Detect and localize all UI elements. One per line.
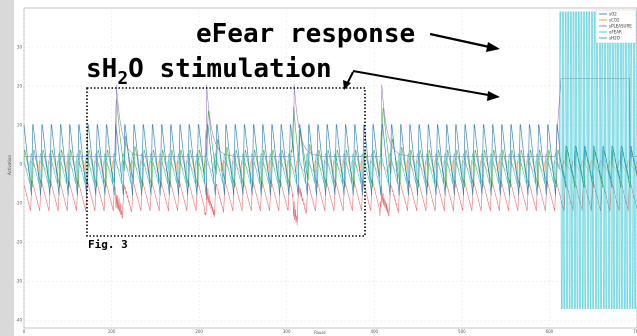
y-tick-label: 10 bbox=[17, 123, 23, 128]
y-tick-label: 0 bbox=[19, 162, 22, 167]
legend-label-efear: eFEAR bbox=[609, 30, 622, 35]
series-layer bbox=[23, 11, 637, 309]
legend-label-sco2: sCO2 bbox=[609, 18, 620, 23]
legend: sO2 sCO2 sPLEASURE eFEAR sH2O bbox=[595, 9, 637, 44]
y-tick-label: -40 bbox=[15, 318, 22, 323]
x-axis-label: Pause bbox=[314, 330, 326, 335]
series-line-efear bbox=[23, 11, 637, 309]
x-tick-label: 200 bbox=[195, 329, 203, 334]
fear-arrow-1 bbox=[429, 32, 500, 52]
legend-label-sh2o: sH2O bbox=[609, 36, 620, 41]
legend-label-spleasure: sPLEASURE bbox=[609, 24, 632, 29]
tick-labels: 3020100-10-20-30-40010020030040050060070… bbox=[15, 45, 637, 334]
x-tick-label: 0 bbox=[23, 329, 26, 334]
y-tick-label: 20 bbox=[17, 84, 23, 89]
x-tick-label: 600 bbox=[546, 329, 554, 334]
x-tick-label: 700 bbox=[633, 329, 637, 334]
series-line-spleasure bbox=[24, 77, 637, 157]
series-line-so2 bbox=[23, 124, 637, 196]
series-line-red_trace bbox=[23, 180, 637, 226]
y-tick-label: -20 bbox=[15, 240, 22, 245]
legend-label-so2: sO2 bbox=[609, 12, 617, 17]
stimulation-arrows bbox=[343, 70, 500, 101]
stimulation-annotation: sH2O stimulation bbox=[86, 54, 332, 89]
y-tick-label: 30 bbox=[17, 45, 23, 50]
left-toolbar bbox=[0, 0, 14, 336]
stimulation-annotation-subscript: 2 bbox=[117, 68, 128, 89]
y-axis-label: Activation bbox=[7, 155, 12, 175]
y-tick-label: -10 bbox=[15, 201, 22, 206]
x-tick-label: 100 bbox=[108, 329, 116, 334]
x-tick-label: 400 bbox=[370, 329, 378, 334]
stimulation-box bbox=[86, 87, 366, 237]
stimulation-annotation-rest: O stimulation bbox=[128, 54, 332, 84]
series-line-sco2 bbox=[23, 160, 637, 173]
stimulation-annotation-main: sH bbox=[86, 54, 117, 84]
y-tick-label: -30 bbox=[15, 279, 22, 284]
legend-box bbox=[595, 9, 637, 44]
x-tick-label: 500 bbox=[458, 329, 466, 334]
x-tick-label: 300 bbox=[283, 329, 291, 334]
figure-label: Fig. 3 bbox=[88, 238, 128, 251]
fear-response-annotation: eFear response bbox=[196, 19, 415, 49]
